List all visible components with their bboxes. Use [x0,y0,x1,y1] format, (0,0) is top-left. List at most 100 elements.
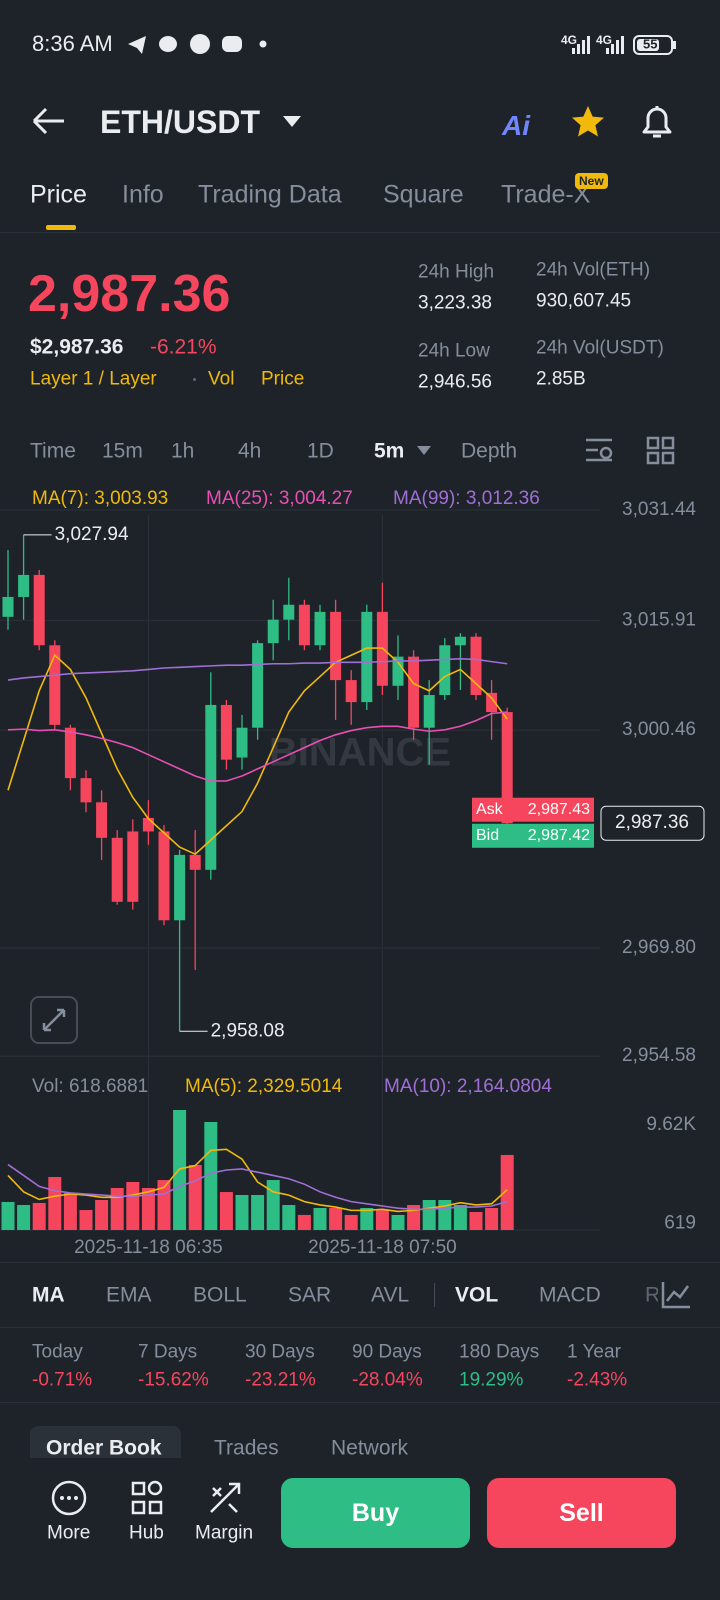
bid-text: Bid [476,827,499,844]
volume-bar [219,1192,233,1230]
book-tab[interactable]: Trades [214,1436,279,1460]
interval[interactable]: Time [30,439,76,463]
indicator[interactable]: MA [32,1283,65,1307]
buy-button[interactable]: Buy [281,1478,470,1548]
candle-body [2,596,14,617]
interval[interactable]: 5m [374,439,405,463]
y-tick-label: 2,954.58 [622,1045,696,1066]
legend-entry: MA(10): 2,164.0804 [384,1076,552,1097]
x-tick-label: 2025-11-18 07:50 [308,1237,457,1258]
separator [434,1283,435,1307]
volume-bar [110,1188,124,1230]
volume-bar [391,1214,405,1230]
candle-body [392,656,404,686]
tab[interactable]: Info [122,180,164,209]
volume-bar [204,1122,218,1230]
last-price-tag [600,805,705,841]
favorite-star[interactable] [570,104,606,140]
tag[interactable]: Layer 1 / Layer [30,368,157,390]
period-label: Today [32,1341,83,1363]
nav-label[interactable]: More [47,1522,91,1544]
period-change: 19.29% [459,1369,524,1391]
period-change: -2.43% [567,1369,628,1391]
volume-bar [453,1205,467,1230]
indicator[interactable]: RSI [645,1283,658,1307]
volume-bar [422,1200,436,1230]
usd-price: $2,987.36 [30,335,124,359]
indicator[interactable]: MACD [539,1283,601,1307]
interval[interactable]: 15m [102,439,143,463]
indicator[interactable]: BOLL [193,1283,247,1307]
volume-bar [48,1176,62,1230]
volume-bar [251,1194,265,1230]
period-change: -28.04% [352,1369,423,1391]
annotation: 2,958.08 [211,1020,285,1041]
price-change: -6.21% [150,335,217,359]
candle-body [158,831,170,921]
status-icons [128,34,267,54]
y-tick-label: 619 [664,1212,696,1233]
interval[interactable]: 4h [238,439,262,463]
tag[interactable]: Vol [208,368,235,390]
volume-bar [297,1214,311,1230]
candle-body [439,645,451,696]
tab[interactable]: Trading Data [198,180,342,209]
candle-body [189,854,201,870]
ma-line [7,1163,508,1211]
indicator[interactable]: VOL [455,1283,499,1307]
volume-bar [32,1202,46,1230]
indicator[interactable]: SAR [288,1283,332,1307]
candle-body [127,831,139,902]
volume-bar [313,1207,327,1230]
period-change: -0.71% [32,1369,93,1391]
volume-bar [1,1201,15,1230]
interval[interactable]: 1h [171,439,195,463]
status-time: 8:36 AM [32,31,113,56]
new-badge: New [575,173,608,189]
sell-button[interactable]: Sell [487,1478,676,1548]
candle-body [205,704,217,870]
period-change: -23.21% [245,1369,316,1391]
interval[interactable]: 1D [307,439,334,463]
interval-caret[interactable] [416,445,432,457]
candle-body [501,712,513,824]
volume-bar [95,1200,109,1230]
tag[interactable]: Price [261,368,305,390]
y-tick-label: 3,031.44 [622,499,696,520]
interval[interactable]: Depth [461,439,518,463]
battery-level: 55 [643,36,658,52]
divider [0,232,720,233]
back-button[interactable] [30,106,70,136]
bid-price: 2,987.42 [528,827,590,844]
candle-body [111,837,123,902]
y-tick-label: 2,969.80 [622,937,696,958]
legend-entry: MA(7): 3,003.93 [32,488,168,509]
book-tab[interactable]: Network [331,1436,409,1460]
pair-title[interactable]: ETH/USDT [100,104,260,140]
ai-button[interactable]: Ai [502,110,530,141]
candle-body [454,636,466,646]
indicator[interactable]: AVL [371,1283,410,1307]
period-label: 1 Year [567,1341,621,1363]
y-tick-label: 3,015.91 [622,609,696,630]
candle-body [33,574,45,646]
alert-bell[interactable] [638,102,676,142]
period-label: 90 Days [352,1341,422,1363]
indicator[interactable]: EMA [106,1283,152,1307]
tab-indicator [46,225,76,230]
tab[interactable]: Price [30,180,87,209]
pair-caret[interactable] [282,114,302,128]
candle-body [267,619,279,644]
fullscreen-button[interactable] [30,996,78,1044]
chart-settings[interactable] [584,436,678,466]
nav-label[interactable]: Hub [129,1522,164,1544]
indicator-settings[interactable] [660,1280,692,1310]
tab[interactable]: Square [383,180,464,209]
book-tab[interactable]: Order Book [46,1436,162,1460]
nav-label[interactable]: Margin [195,1522,254,1544]
volume-bar [282,1205,296,1230]
volume-bar [485,1207,499,1230]
volume-bar [235,1194,249,1230]
period-label: 7 Days [138,1341,198,1363]
